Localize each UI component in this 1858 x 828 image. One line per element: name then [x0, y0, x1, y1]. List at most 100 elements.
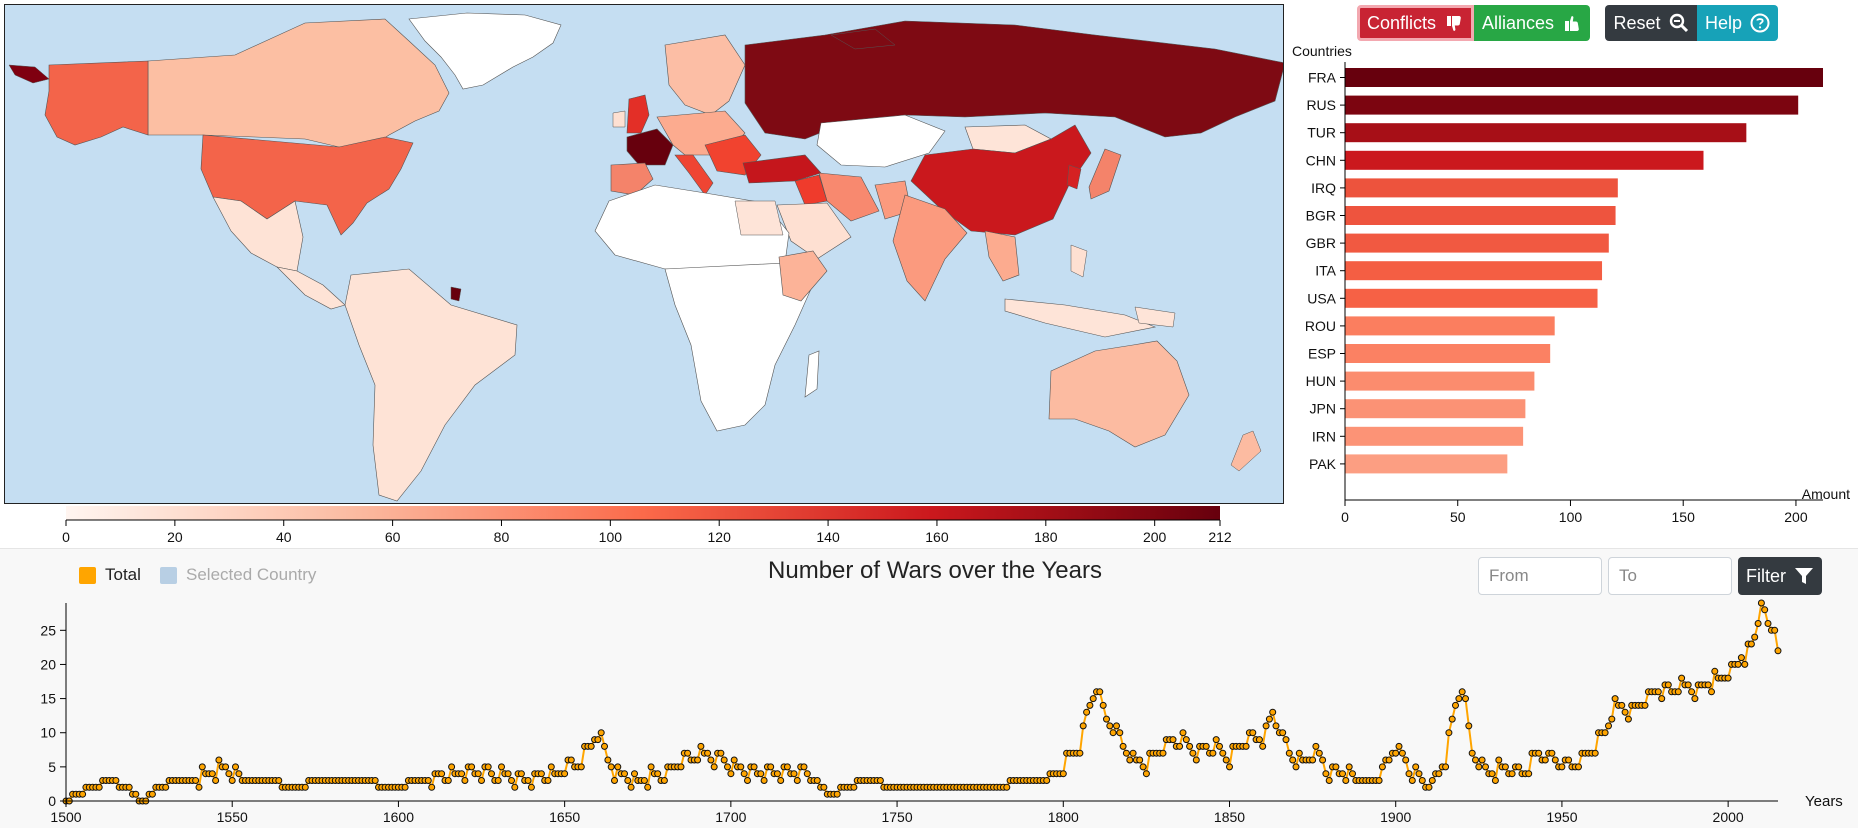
data-point[interactable]: [192, 777, 200, 784]
country-spain[interactable]: [610, 162, 654, 196]
data-point[interactable]: [740, 770, 748, 778]
data-point[interactable]: [644, 783, 652, 791]
data-point[interactable]: [235, 770, 243, 778]
data-point[interactable]: [448, 763, 456, 771]
country-central-america[interactable]: [276, 266, 346, 310]
data-point[interactable]: [1319, 756, 1327, 764]
data-point[interactable]: [222, 763, 230, 771]
data-point[interactable]: [1182, 736, 1190, 744]
data-point[interactable]: [1491, 777, 1499, 784]
data-point[interactable]: [677, 763, 685, 771]
bar-gbr[interactable]: [1345, 233, 1609, 253]
data-point[interactable]: [1541, 756, 1549, 764]
country-japan[interactable]: [1088, 148, 1122, 200]
data-point[interactable]: [627, 783, 635, 791]
data-point[interactable]: [1455, 695, 1463, 703]
data-point[interactable]: [1342, 777, 1350, 784]
data-point[interactable]: [1202, 742, 1210, 750]
data-point[interactable]: [1122, 749, 1130, 757]
data-point[interactable]: [777, 777, 785, 784]
data-point[interactable]: [876, 777, 884, 784]
data-point[interactable]: [438, 770, 446, 778]
data-point[interactable]: [162, 783, 170, 791]
country-east-africa[interactable]: [778, 250, 828, 302]
data-point[interactable]: [1761, 606, 1769, 614]
data-point[interactable]: [517, 770, 525, 778]
bar-bgr[interactable]: [1345, 206, 1616, 225]
data-point[interactable]: [660, 777, 668, 784]
data-point[interactable]: [1415, 770, 1423, 778]
data-point[interactable]: [504, 770, 512, 778]
data-point[interactable]: [1408, 777, 1416, 784]
data-point[interactable]: [1405, 770, 1413, 778]
reset-button[interactable]: Reset: [1605, 5, 1697, 41]
data-point[interactable]: [1658, 695, 1666, 703]
data-point[interactable]: [444, 777, 452, 784]
data-point[interactable]: [1179, 729, 1187, 737]
data-point[interactable]: [833, 790, 841, 798]
data-point[interactable]: [1222, 756, 1230, 764]
legend-total[interactable]: Total: [79, 565, 141, 585]
data-point[interactable]: [1412, 763, 1420, 771]
country-papua[interactable]: [1134, 306, 1176, 328]
data-point[interactable]: [1488, 770, 1496, 778]
data-point[interactable]: [607, 763, 615, 771]
data-point[interactable]: [757, 770, 765, 778]
data-point[interactable]: [640, 777, 648, 784]
data-point[interactable]: [468, 763, 476, 771]
data-point[interactable]: [694, 756, 702, 764]
bar-pak[interactable]: [1345, 454, 1508, 474]
country-italy[interactable]: [674, 154, 714, 196]
country-south-america[interactable]: [344, 268, 518, 502]
data-point[interactable]: [1448, 715, 1456, 723]
data-point[interactable]: [1003, 783, 1011, 791]
data-point[interactable]: [1259, 742, 1267, 750]
data-point[interactable]: [1428, 777, 1436, 784]
data-point[interactable]: [132, 790, 140, 798]
data-point[interactable]: [1674, 688, 1682, 696]
data-point[interactable]: [198, 763, 206, 771]
data-point[interactable]: [1601, 729, 1609, 737]
data-point[interactable]: [1475, 763, 1483, 771]
data-point[interactable]: [1089, 695, 1097, 703]
bar-usa[interactable]: [1345, 288, 1598, 308]
data-point[interactable]: [488, 770, 495, 778]
data-point[interactable]: [1139, 763, 1147, 771]
data-point[interactable]: [1591, 749, 1599, 757]
data-point[interactable]: [1219, 749, 1227, 757]
data-point[interactable]: [783, 763, 791, 771]
from-year-input[interactable]: [1478, 557, 1602, 595]
data-point[interactable]: [232, 763, 239, 771]
bar-irq[interactable]: [1345, 178, 1618, 198]
data-point[interactable]: [1116, 729, 1124, 737]
country-uk[interactable]: [626, 94, 650, 134]
data-point[interactable]: [1445, 729, 1453, 737]
data-point[interactable]: [125, 783, 133, 791]
data-point[interactable]: [1142, 770, 1150, 778]
data-point[interactable]: [1605, 722, 1612, 730]
country-southeast-asia[interactable]: [984, 230, 1020, 282]
data-point[interactable]: [1442, 763, 1450, 771]
data-point[interactable]: [1255, 736, 1263, 744]
data-point[interactable]: [1398, 749, 1406, 757]
data-point[interactable]: [1458, 688, 1466, 696]
data-point[interactable]: [654, 770, 662, 778]
data-point[interactable]: [684, 749, 692, 757]
data-point[interactable]: [577, 763, 585, 771]
data-point[interactable]: [1618, 701, 1626, 709]
data-point[interactable]: [1771, 626, 1779, 634]
data-point[interactable]: [537, 770, 545, 778]
data-point[interactable]: [803, 770, 811, 778]
data-point[interactable]: [478, 777, 485, 784]
data-point[interactable]: [1764, 620, 1772, 627]
data-point[interactable]: [212, 777, 220, 784]
data-point[interactable]: [717, 749, 725, 757]
data-point[interactable]: [1096, 688, 1104, 696]
data-point[interactable]: [1226, 763, 1233, 771]
data-point[interactable]: [1402, 756, 1410, 764]
alliances-button[interactable]: Alliances: [1474, 5, 1590, 41]
data-point[interactable]: [604, 756, 612, 764]
data-point[interactable]: [704, 749, 712, 757]
data-point[interactable]: [1076, 749, 1084, 757]
country-iraq[interactable]: [794, 174, 828, 206]
